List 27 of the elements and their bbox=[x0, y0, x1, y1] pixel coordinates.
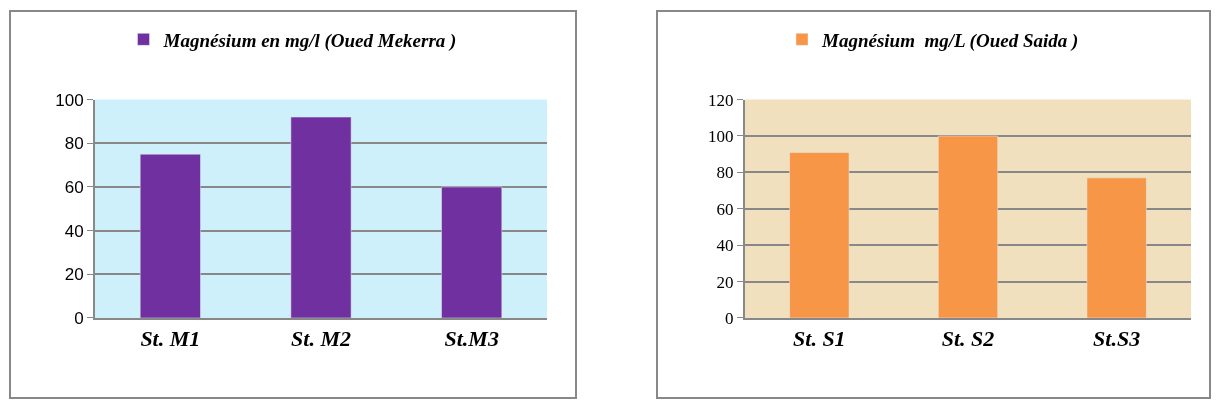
bar bbox=[290, 116, 352, 318]
x-tick-label: St. S2 bbox=[941, 326, 995, 352]
y-tick-label: 40 bbox=[64, 221, 84, 241]
bar bbox=[441, 186, 503, 318]
y-tick-label: 60 bbox=[64, 177, 84, 197]
y-tick-label: 0 bbox=[725, 308, 734, 328]
bar bbox=[1086, 177, 1147, 318]
legend-label: Magnésium en mg/l (Oued Mekerra ) bbox=[162, 29, 457, 52]
x-tick-label: St. M2 bbox=[291, 326, 351, 352]
y-tick-label: 120 bbox=[708, 90, 734, 110]
legend-label: Magnésium mg/L (Oued Saida ) bbox=[821, 29, 1079, 52]
bar bbox=[139, 153, 201, 318]
y-tick-label: 100 bbox=[55, 90, 84, 110]
bar bbox=[789, 152, 850, 318]
y-tick-label: 20 bbox=[716, 272, 734, 292]
y-tick-label: 80 bbox=[64, 134, 84, 154]
x-tick-label: St.S3 bbox=[1093, 326, 1141, 352]
y-tick-label: 0 bbox=[74, 308, 84, 328]
y-tick-label: 60 bbox=[716, 199, 734, 219]
y-tick-label: 100 bbox=[708, 126, 734, 146]
y-tick-label: 40 bbox=[716, 236, 734, 256]
x-tick-label: St.M3 bbox=[444, 326, 499, 352]
y-tick-label: 20 bbox=[64, 265, 84, 285]
x-tick-label: St. S1 bbox=[793, 326, 846, 352]
y-tick-label: 80 bbox=[716, 163, 734, 183]
bar bbox=[938, 135, 998, 318]
x-tick-label: St. M1 bbox=[140, 326, 201, 352]
